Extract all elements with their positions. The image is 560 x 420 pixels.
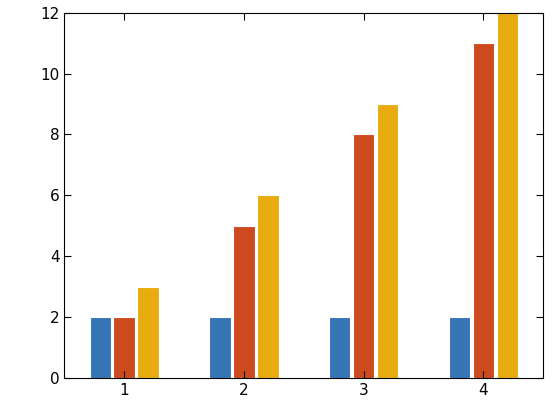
- Bar: [473, 43, 494, 378]
- Bar: [497, 13, 518, 378]
- Bar: [233, 226, 255, 378]
- Bar: [137, 286, 159, 378]
- Bar: [449, 317, 470, 378]
- Bar: [353, 134, 375, 378]
- Bar: [90, 317, 111, 378]
- Bar: [114, 317, 135, 378]
- Bar: [377, 104, 398, 378]
- Bar: [209, 317, 231, 378]
- Bar: [257, 195, 279, 378]
- Bar: [329, 317, 351, 378]
